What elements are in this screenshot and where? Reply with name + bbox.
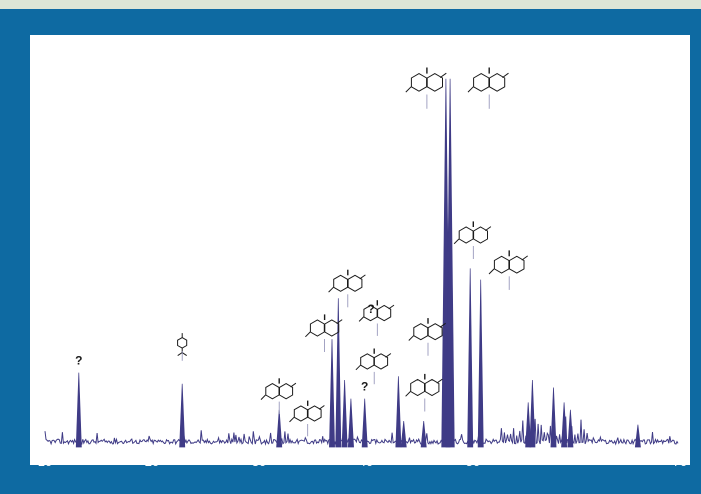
structure-bond — [488, 268, 495, 275]
chromatogram-peak — [329, 339, 335, 448]
chromatogram-peak — [467, 268, 474, 448]
structure-bond — [436, 378, 443, 384]
structure-bond — [328, 286, 334, 293]
bicyclic-structure-icon — [405, 373, 443, 412]
structure-ring — [426, 73, 443, 92]
structure-bond — [177, 352, 183, 357]
structure-ring — [489, 73, 506, 92]
structure-ring — [177, 337, 188, 349]
structure-bond — [485, 226, 492, 232]
bicyclic-structure-icon — [408, 318, 446, 356]
structure-ring — [377, 304, 392, 322]
chromatogram-chart: ??? — [44, 67, 679, 448]
bicyclic-structure-icon — [289, 400, 325, 437]
structure-bond — [405, 391, 411, 397]
chromatogram-peak — [341, 379, 348, 448]
structure-bond — [359, 274, 366, 280]
bicyclic-structure-icon — [488, 250, 528, 290]
bicyclic-structure-icon — [328, 269, 366, 308]
structure-bond — [521, 255, 528, 261]
structure-bond — [385, 353, 392, 358]
peak-annotation-label: ? — [367, 302, 374, 316]
peaks-layer — [75, 78, 641, 448]
structure-ring — [347, 274, 363, 292]
chromatogram-peak — [335, 298, 342, 448]
chromatogram-peak — [634, 424, 641, 448]
peak-annotation-label: ? — [361, 380, 368, 394]
bicyclic-structure-icon — [405, 67, 447, 109]
chromatogram-peak — [445, 78, 455, 448]
structure-ring — [279, 383, 294, 400]
structure-ring — [413, 323, 429, 341]
structure-bond — [408, 335, 414, 341]
structure-ring — [509, 255, 525, 274]
chromatogram-peak — [477, 279, 484, 448]
chromatogram-peak — [525, 402, 532, 448]
bicyclic-structure-icon — [260, 378, 297, 414]
structure-ring — [324, 319, 340, 337]
annotations-layer: ??? — [75, 302, 375, 394]
structure-bond — [405, 86, 412, 93]
chromatogram-peak — [529, 379, 536, 448]
bicyclic-structure-icon — [355, 348, 392, 385]
structure-bond — [467, 86, 474, 93]
structure-ring — [307, 405, 322, 422]
structure-ring — [427, 323, 443, 341]
structure-ring — [458, 226, 474, 244]
structure-glyphs-layer — [177, 67, 528, 437]
structure-bond — [355, 364, 361, 371]
baseline-layer — [44, 416, 679, 446]
structure-ring — [265, 383, 280, 400]
structure-ring — [473, 73, 490, 92]
bicyclic-structure-icon — [467, 67, 509, 109]
chromatogram-peak — [561, 402, 568, 448]
structure-ring — [360, 353, 375, 370]
chromatogram-peak — [361, 398, 368, 448]
structure-ring — [293, 405, 308, 422]
structure-bond — [453, 238, 460, 245]
chart-panel: ??? — [30, 35, 690, 465]
peak-annotation-label: ? — [75, 354, 82, 368]
structure-bond — [388, 304, 395, 310]
structure-ring — [309, 319, 325, 337]
chromatogram-peak — [276, 409, 283, 448]
structure-bond — [260, 394, 266, 400]
structure-ring — [493, 255, 510, 274]
structure-bond — [181, 352, 187, 357]
structure-bond — [358, 316, 364, 322]
structure-bond — [318, 405, 325, 410]
structure-bond — [290, 382, 297, 388]
chromatogram-peak — [179, 383, 186, 448]
structure-ring — [473, 226, 488, 244]
chromatogram-peak — [550, 387, 557, 448]
chromatogram-peak — [400, 420, 407, 448]
structure-ring — [424, 378, 440, 397]
structure-ring — [410, 378, 425, 397]
chromatogram-peak — [567, 409, 574, 448]
bicyclic-structure-icon — [305, 314, 343, 352]
chromatogram-peak — [347, 398, 354, 448]
structure-ring — [373, 353, 389, 370]
structure-ring — [333, 274, 348, 292]
bicyclic-structure-icon — [358, 300, 395, 336]
structure-ring — [410, 73, 428, 92]
structure-bond — [336, 319, 343, 325]
structure-bond — [305, 331, 311, 338]
structure-bond — [439, 72, 447, 79]
chromatogram-peak — [75, 372, 82, 448]
chromatogram-baseline — [44, 416, 679, 446]
benzene-structure-icon — [177, 333, 188, 361]
chromatogram-peak — [395, 376, 402, 448]
structure-bond — [502, 72, 509, 79]
structure-bond — [289, 416, 295, 423]
bicyclic-structure-icon — [453, 221, 492, 259]
chromatogram-peak — [420, 420, 427, 448]
structure-bond — [439, 322, 446, 328]
